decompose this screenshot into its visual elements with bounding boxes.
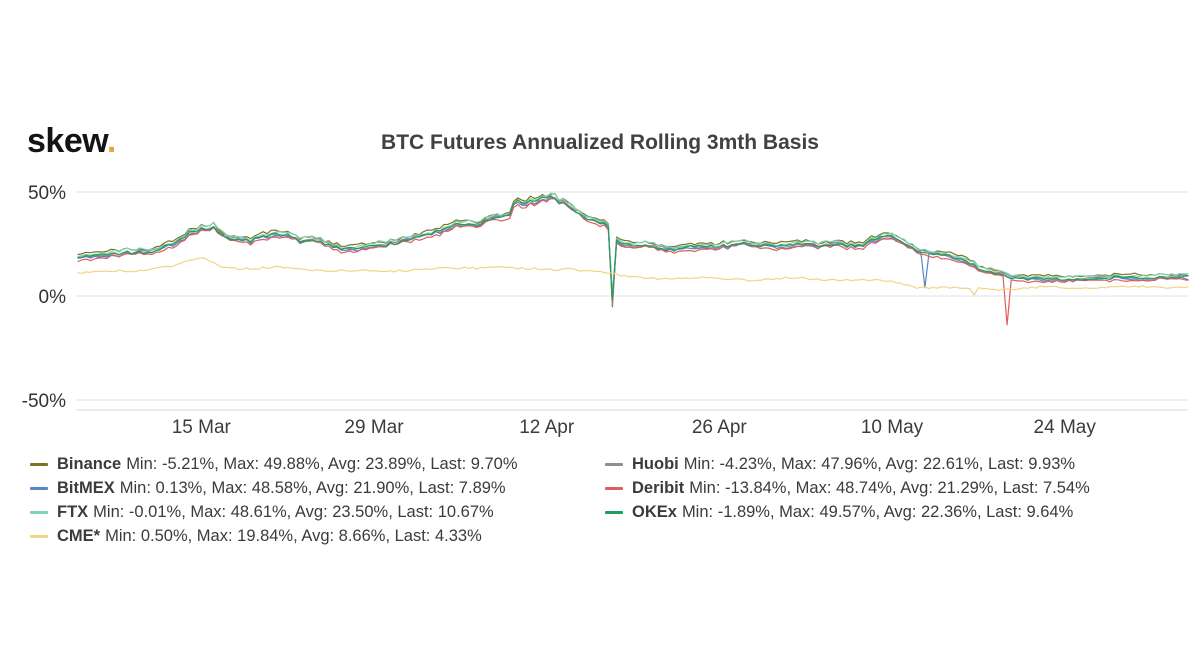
legend-swatch-huobi [605, 462, 623, 466]
legend-series-name: BitMEX [57, 479, 115, 497]
logo-text: skew [27, 122, 107, 160]
legend-item-bitmex[interactable]: BitMEX Min: 0.13%, Max: 48.58%, Avg: 21.9… [30, 476, 605, 500]
legend-series-stats: Min: -13.84%, Max: 48.74%, Avg: 21.29%, … [689, 479, 1090, 497]
legend-series-stats: Min: 0.50%, Max: 19.84%, Avg: 8.66%, Las… [105, 527, 482, 545]
legend-swatch-ftx [30, 510, 48, 514]
legend-series-name: Huobi [632, 455, 679, 473]
legend-item-binance[interactable]: Binance Min: -5.21%, Max: 49.88%, Avg: 23… [30, 452, 605, 476]
y-axis-label: 50% [28, 183, 66, 204]
series-line-okex[interactable] [77, 195, 1189, 301]
x-axis-label: 26 Apr [692, 417, 748, 438]
x-axis-label: 24 May [1034, 417, 1097, 438]
legend-item-ftx[interactable]: FTX Min: -0.01%, Max: 48.61%, Avg: 23.50%… [30, 500, 605, 524]
logo-dot: . [106, 122, 116, 160]
legend-series-stats: Min: -4.23%, Max: 47.96%, Avg: 22.61%, L… [683, 455, 1076, 473]
legend-series-stats: Min: -1.89%, Max: 49.57%, Avg: 22.36%, L… [681, 503, 1074, 521]
legend-swatch-binance [30, 462, 48, 466]
x-axis-label: 29 Mar [344, 417, 404, 438]
legend-series-name: Deribit [632, 479, 685, 497]
skew-logo: skew. [27, 122, 116, 161]
legend-series-stats: Min: 0.13%, Max: 48.58%, Avg: 21.90%, La… [119, 479, 506, 497]
x-axis-label: 15 Mar [172, 417, 232, 438]
legend-series-stats: Min: -5.21%, Max: 49.88%, Avg: 23.89%, L… [126, 455, 518, 473]
series-line-cme[interactable] [77, 257, 1189, 296]
x-axis-label: 10 May [861, 417, 924, 438]
series-line-ftx[interactable] [77, 192, 1189, 297]
x-axis-label: 12 Apr [519, 417, 575, 438]
legend-item-deribit[interactable]: Deribit Min: -13.84%, Max: 48.74%, Avg: 2… [605, 476, 1090, 500]
legend-series-stats: Min: -0.01%, Max: 48.61%, Avg: 23.50%, L… [93, 503, 494, 521]
legend-swatch-deribit [605, 486, 623, 490]
legend-item-cme[interactable]: CME* Min: 0.50%, Max: 19.84%, Avg: 8.66%,… [30, 524, 605, 548]
y-axis-label: -50% [22, 391, 66, 412]
legend-swatch-bitmex [30, 486, 48, 490]
legend-series-name: Binance [57, 455, 122, 473]
series-line-deribit[interactable] [77, 197, 1189, 326]
legend-item-okex[interactable]: OKEx Min: -1.89%, Max: 49.57%, Avg: 22.36… [605, 500, 1090, 524]
y-axis-label: 0% [39, 287, 67, 308]
chart-legend: Binance Min: -5.21%, Max: 49.88%, Avg: 23… [30, 452, 1090, 548]
legend-swatch-cme [30, 534, 48, 538]
legend-series-name: FTX [57, 503, 89, 521]
legend-swatch-okex [605, 510, 623, 514]
chart-title: BTC Futures Annualized Rolling 3mth Basi… [381, 131, 819, 154]
legend-series-name: OKEx [632, 503, 677, 521]
series-line-binance[interactable] [77, 192, 1189, 308]
legend-item-huobi[interactable]: Huobi Min: -4.23%, Max: 47.96%, Avg: 22.6… [605, 452, 1090, 476]
legend-series-name: CME* [57, 527, 101, 545]
